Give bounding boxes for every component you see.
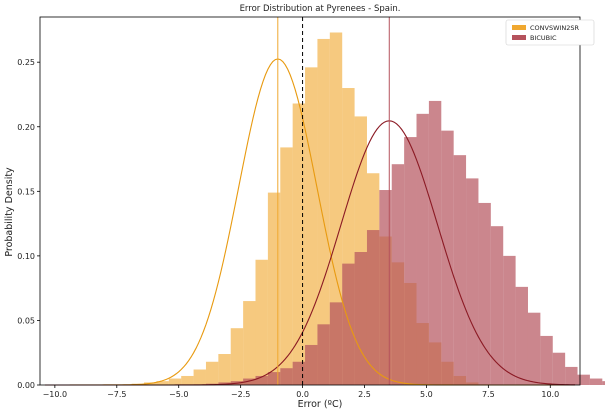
chart-title: Error Distribution at Pyrenees - Spain. bbox=[240, 4, 401, 14]
y-tick-label: 0.10 bbox=[17, 252, 35, 261]
x-tick-label: −2.5 bbox=[231, 390, 250, 399]
legend: CONVSWIN2SR BICUBIC bbox=[505, 19, 595, 46]
x-tick-label: 2.5 bbox=[358, 390, 371, 399]
legend-swatch-bicubic bbox=[512, 35, 526, 40]
x-tick-label: −5.0 bbox=[169, 390, 188, 399]
bar-bicubic bbox=[267, 372, 281, 385]
bar-bicubic bbox=[292, 361, 306, 385]
legend-label-bicubic: BICUBIC bbox=[530, 34, 557, 42]
bar-convswin2sr bbox=[205, 361, 219, 385]
y-axis: 0.00 0.05 0.10 0.15 0.20 0.25 bbox=[17, 58, 40, 390]
y-tick-label: 0.15 bbox=[17, 187, 35, 196]
bar-bicubic bbox=[280, 368, 293, 385]
bar-bicubic bbox=[527, 312, 541, 385]
bar-convswin2sr bbox=[243, 301, 256, 385]
bar-bicubic bbox=[354, 252, 367, 385]
bar-bicubic bbox=[305, 344, 318, 385]
x-tick-label: 0.0 bbox=[296, 390, 309, 399]
bar-convswin2sr bbox=[230, 328, 244, 385]
bar-bicubic bbox=[478, 202, 491, 385]
bar-bicubic bbox=[379, 190, 392, 385]
bar-convswin2sr bbox=[305, 67, 318, 386]
bar-convswin2sr bbox=[317, 38, 330, 385]
bar-bicubic bbox=[366, 230, 380, 385]
bar-bicubic bbox=[515, 286, 528, 385]
legend-box bbox=[505, 19, 595, 46]
bar-bicubic bbox=[503, 255, 516, 385]
x-axis: −10.0 −7.5 −5.0 −2.5 0.0 2.5 5.0 7.5 10.0 bbox=[43, 385, 559, 399]
bar-convswin2sr bbox=[329, 32, 343, 386]
y-tick-label: 0.05 bbox=[17, 316, 35, 325]
bar-bicubic bbox=[466, 178, 479, 385]
x-tick-label: 5.0 bbox=[420, 390, 433, 399]
bar-bicubic bbox=[552, 352, 566, 385]
bar-convswin2sr bbox=[292, 103, 306, 385]
x-tick-label: 7.5 bbox=[482, 390, 495, 399]
x-axis-label: Error (ºC) bbox=[298, 399, 343, 410]
bar-bicubic bbox=[404, 137, 417, 385]
bar-convswin2sr bbox=[193, 369, 206, 385]
legend-label-convswin2sr: CONVSWIN2SR bbox=[530, 24, 580, 32]
y-axis-label: Probability Density bbox=[4, 167, 15, 257]
hist-bars-layer bbox=[69, 32, 605, 386]
legend-swatch-convswin2sr bbox=[512, 25, 526, 30]
bar-bicubic bbox=[317, 324, 330, 385]
bar-bicubic bbox=[602, 381, 605, 385]
y-tick-label: 0.00 bbox=[17, 381, 35, 390]
bar-bicubic bbox=[453, 155, 467, 385]
bar-convswin2sr bbox=[255, 259, 268, 385]
bar-convswin2sr bbox=[280, 147, 293, 385]
bar-convswin2sr bbox=[218, 354, 231, 385]
bar-convswin2sr bbox=[181, 375, 194, 385]
bar-bicubic bbox=[589, 378, 603, 385]
bar-bicubic bbox=[416, 113, 429, 385]
bar-bicubic bbox=[540, 335, 553, 385]
mean-lines-layer bbox=[277, 17, 390, 385]
y-tick-label: 0.25 bbox=[17, 58, 35, 67]
bar-bicubic bbox=[577, 374, 590, 385]
bar-bicubic bbox=[342, 263, 355, 385]
plot-frame bbox=[39, 16, 581, 386]
x-tick-label: −7.5 bbox=[107, 390, 126, 399]
bar-convswin2sr bbox=[267, 192, 281, 385]
bar-bicubic bbox=[243, 378, 256, 385]
bar-bicubic bbox=[329, 302, 343, 385]
bar-bicubic bbox=[255, 375, 268, 385]
x-tick-label: 10.0 bbox=[541, 390, 559, 399]
bar-bicubic bbox=[565, 366, 578, 385]
bar-bicubic bbox=[391, 164, 405, 385]
y-tick-label: 0.20 bbox=[17, 123, 35, 132]
bar-convswin2sr bbox=[156, 381, 169, 385]
x-tick-label: −10.0 bbox=[43, 390, 68, 399]
bar-convswin2sr bbox=[168, 378, 182, 385]
bar-bicubic bbox=[490, 226, 504, 385]
bar-bicubic bbox=[428, 100, 442, 386]
